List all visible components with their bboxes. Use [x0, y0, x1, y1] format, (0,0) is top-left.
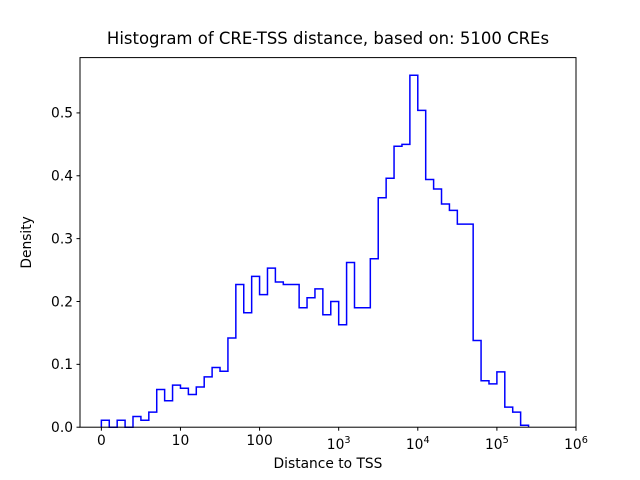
y-axis-label: Density	[19, 216, 35, 268]
y-tick-label: 0.5	[51, 106, 73, 122]
y-tick-label: 0.0	[51, 420, 73, 436]
y-tick-label: 0.1	[51, 357, 73, 373]
y-tick-label: 0.4	[51, 169, 73, 185]
y-tick-label: 0.3	[51, 231, 73, 247]
x-tick-label: 106	[564, 435, 588, 453]
x-axis-ticks: 0 10 100 103 104 105 106	[97, 427, 588, 453]
x-axis-label: Distance to TSS	[274, 456, 383, 472]
x-tick-label: 0	[97, 433, 106, 449]
x-tick-label: 100	[246, 433, 272, 449]
y-tick-label: 0.2	[51, 294, 73, 310]
x-tick-label: 10	[172, 433, 190, 449]
axes-spines	[79, 57, 577, 428]
chart-title: Histogram of CRE-TSS distance, based on:…	[107, 29, 549, 48]
x-tick-label: 103	[327, 435, 351, 453]
x-tick-label: 105	[485, 435, 509, 453]
x-tick-label: 104	[406, 435, 430, 453]
y-axis-ticks: 0.0 0.1 0.2 0.3 0.4 0.5	[51, 106, 80, 436]
histogram-step-line	[100, 74, 530, 428]
